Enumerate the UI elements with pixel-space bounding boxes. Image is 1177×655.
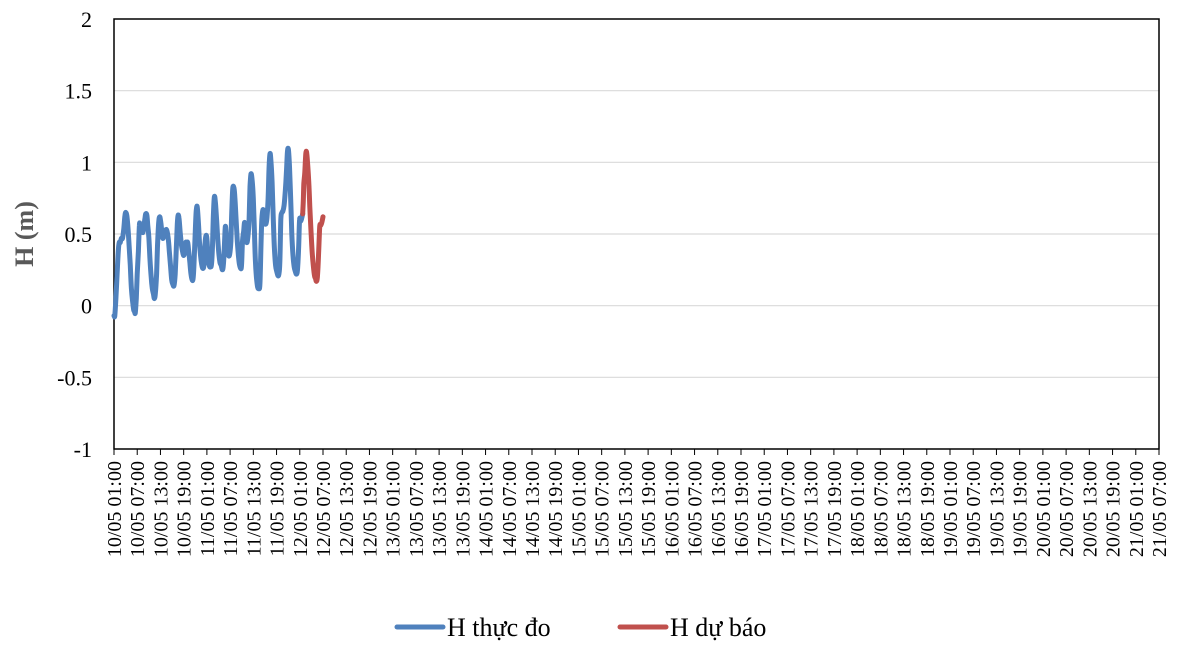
series-line-measured [111, 145, 306, 320]
x-tick-label: 10/05 13:00 [150, 461, 172, 557]
x-tick-label: 16/05 07:00 [685, 461, 707, 557]
x-tick-label: 10/05 01:00 [104, 461, 126, 557]
x-tick-label: 15/05 07:00 [592, 461, 614, 557]
x-tick-label: 16/05 13:00 [708, 461, 730, 557]
legend-label-forecast: H dự báo [670, 613, 766, 642]
x-tick-label: 10/05 07:00 [127, 461, 149, 557]
gridlines [114, 90, 1159, 378]
x-tick-label: 14/05 13:00 [522, 461, 544, 557]
x-tick-label: 10/05 19:00 [174, 461, 196, 557]
x-tick-label: 20/05 07:00 [1056, 461, 1078, 557]
plot-area-frame [113, 18, 1160, 450]
series-line-forecast [300, 148, 326, 284]
y-axis-label: H (m) [10, 201, 39, 267]
x-tick-label: 15/05 19:00 [638, 461, 660, 557]
x-tick-label: 18/05 07:00 [870, 461, 892, 557]
legend: H thực đo H dự báo [394, 613, 766, 642]
x-tick-label: 19/05 13:00 [986, 461, 1008, 557]
x-tick-label: 20/05 01:00 [1033, 461, 1055, 557]
x-tick-label: 12/05 19:00 [359, 461, 381, 557]
y-axis-ticks: -1 -0.5 0 0.5 1 1.5 2 [57, 7, 92, 462]
y-tick-label: -0.5 [57, 365, 92, 390]
x-tick-label: 18/05 01:00 [847, 461, 869, 557]
x-tick-label: 20/05 19:00 [1103, 461, 1125, 557]
x-tick-label: 16/05 19:00 [731, 461, 753, 557]
x-tick-label: 15/05 01:00 [568, 461, 590, 557]
y-tick-label: 1 [81, 150, 92, 175]
x-tick-label: 11/05 13:00 [243, 461, 265, 556]
x-tick-label: 18/05 13:00 [894, 461, 916, 557]
x-axis-ticks: 10/05 01:00 10/05 07:00 10/05 13:00 10/05 1… [104, 449, 1171, 557]
x-tick-label: 12/05 01:00 [290, 461, 312, 557]
x-tick-label: 17/05 01:00 [754, 461, 776, 557]
x-tick-label: 11/05 01:00 [197, 461, 219, 556]
x-tick-label: 13/05 07:00 [406, 461, 428, 557]
y-tick-label: -1 [74, 437, 92, 462]
x-tick-label: 12/05 07:00 [313, 461, 335, 557]
x-tick-label: 17/05 19:00 [824, 461, 846, 557]
x-tick-label: 13/05 19:00 [452, 461, 474, 557]
x-tick-label: 16/05 01:00 [661, 461, 683, 557]
x-tick-label: 19/05 07:00 [963, 461, 985, 557]
x-tick-label: 11/05 07:00 [220, 461, 242, 556]
x-tick-label: 18/05 19:00 [917, 461, 939, 557]
x-tick-label: 13/05 13:00 [429, 461, 451, 557]
x-tick-label: 17/05 07:00 [777, 461, 799, 557]
y-tick-label: 2 [81, 7, 92, 32]
x-tick-label: 12/05 13:00 [336, 461, 358, 557]
x-tick-label: 11/05 19:00 [267, 461, 289, 556]
x-tick-label: 14/05 01:00 [476, 461, 498, 557]
y-tick-label: 0.5 [65, 222, 93, 247]
x-tick-label: 14/05 19:00 [545, 461, 567, 557]
x-tick-label: 21/05 07:00 [1149, 461, 1171, 557]
x-tick-label: 17/05 13:00 [801, 461, 823, 557]
x-tick-label: 13/05 01:00 [383, 461, 405, 557]
x-tick-label: 21/05 01:00 [1126, 461, 1148, 557]
x-tick-label: 19/05 01:00 [940, 461, 962, 557]
x-tick-label: 15/05 13:00 [615, 461, 637, 557]
x-tick-label: 19/05 19:00 [1010, 461, 1032, 557]
x-tick-label: 20/05 13:00 [1079, 461, 1101, 557]
y-tick-label: 1.5 [65, 79, 93, 104]
legend-label-measured: H thực đo [447, 613, 551, 642]
series-lines [111, 145, 326, 320]
x-tick-label: 14/05 07:00 [499, 461, 521, 557]
y-tick-label: 0 [81, 294, 92, 319]
